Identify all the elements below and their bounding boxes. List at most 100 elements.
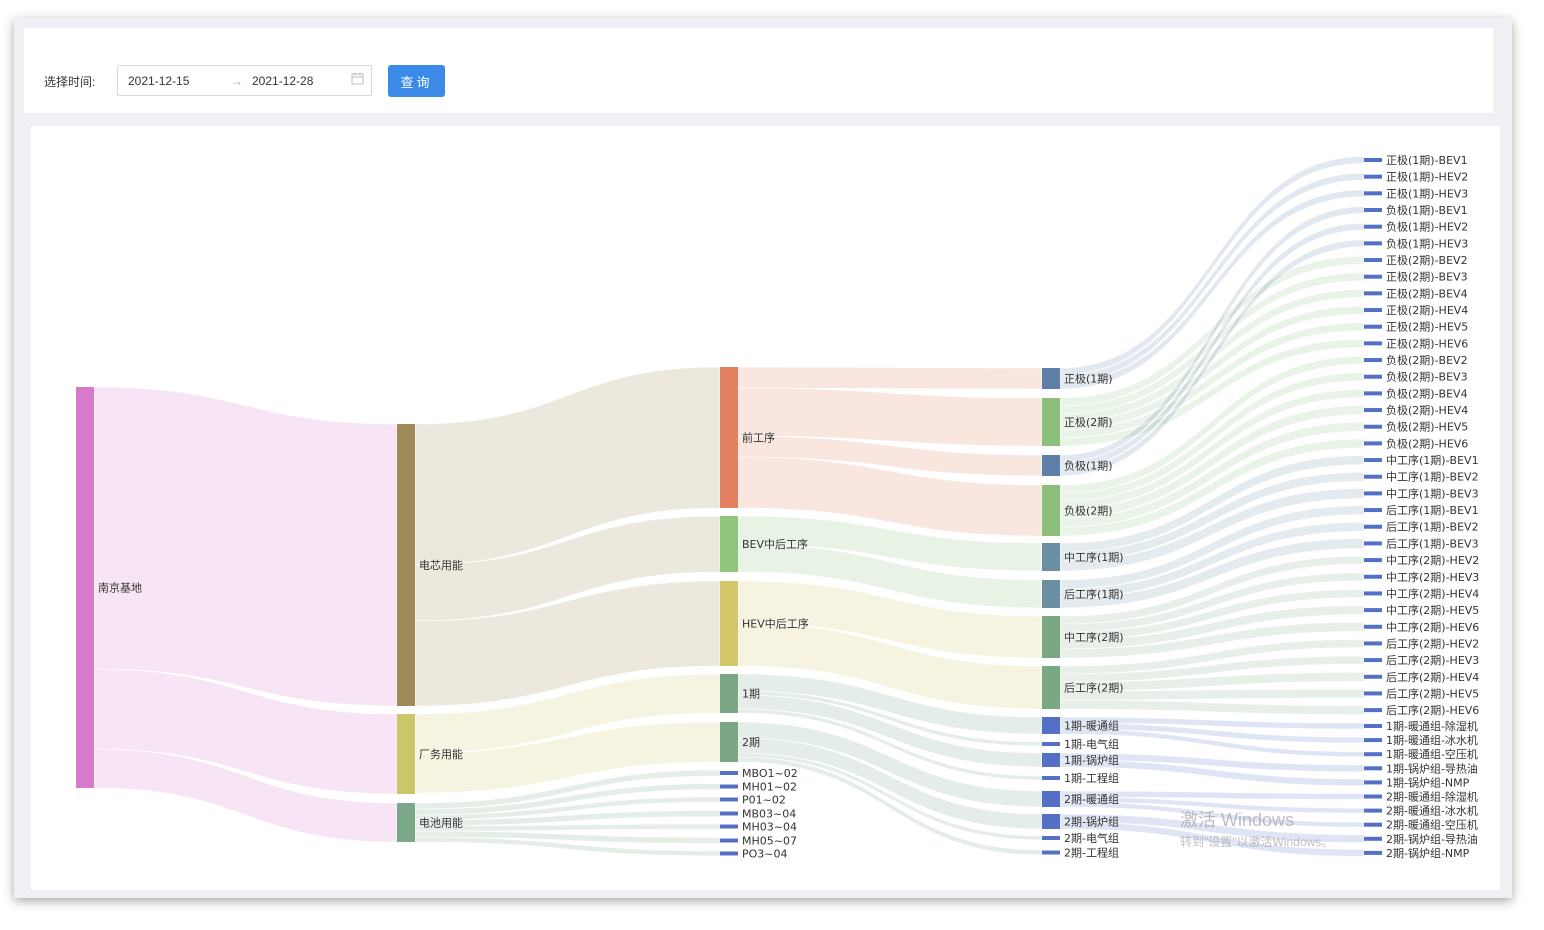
- sankey-node[interactable]: [1364, 258, 1382, 263]
- sankey-node[interactable]: [1042, 850, 1060, 855]
- sankey-node[interactable]: [1364, 658, 1382, 663]
- sankey-link[interactable]: [1059, 728, 1365, 758]
- sankey-node[interactable]: [1364, 752, 1382, 757]
- sankey-node[interactable]: [1042, 398, 1060, 446]
- sankey-link[interactable]: [1059, 801, 1365, 828]
- sankey-link[interactable]: [1059, 206, 1365, 463]
- sankey-link[interactable]: [1059, 222, 1365, 470]
- sankey-link[interactable]: [1059, 289, 1365, 423]
- sankey-node[interactable]: [1364, 374, 1382, 379]
- sankey-node[interactable]: [720, 838, 738, 843]
- sankey-node[interactable]: [1364, 836, 1382, 841]
- sankey-link[interactable]: [1059, 752, 1365, 773]
- sankey-link[interactable]: [1059, 505, 1365, 590]
- start-date-input[interactable]: 2021-12-15: [128, 74, 190, 88]
- sankey-link[interactable]: [414, 836, 721, 857]
- sankey-node[interactable]: [1364, 341, 1382, 346]
- sankey-node[interactable]: [397, 714, 415, 794]
- sankey-link[interactable]: [1059, 405, 1365, 519]
- sankey-node[interactable]: [720, 797, 738, 802]
- sankey-link[interactable]: [1059, 521, 1365, 599]
- sankey-link[interactable]: [1059, 759, 1365, 787]
- sankey-node[interactable]: [1364, 808, 1382, 813]
- query-button[interactable]: 查询: [388, 65, 445, 97]
- sankey-node[interactable]: [1364, 241, 1382, 246]
- sankey-link[interactable]: [1059, 455, 1365, 553]
- sankey-link[interactable]: [414, 769, 721, 810]
- sankey-node[interactable]: [397, 424, 415, 706]
- sankey-link[interactable]: [1059, 189, 1365, 390]
- sankey-link[interactable]: [1059, 372, 1365, 502]
- sankey-node[interactable]: [1364, 691, 1382, 696]
- sankey-link[interactable]: [1059, 796, 1365, 814]
- sankey-node[interactable]: [1364, 308, 1382, 313]
- sankey-node[interactable]: [76, 387, 94, 788]
- sankey-node[interactable]: [1364, 558, 1382, 563]
- sankey-link[interactable]: [1059, 239, 1365, 477]
- sankey-node[interactable]: [1364, 794, 1382, 799]
- sankey-node[interactable]: [397, 803, 415, 842]
- sankey-node[interactable]: [1042, 753, 1060, 767]
- sankey-node[interactable]: [1042, 580, 1060, 608]
- sankey-node[interactable]: [720, 581, 738, 666]
- sankey-node[interactable]: [1364, 641, 1382, 646]
- sankey-link[interactable]: [1059, 305, 1365, 431]
- sankey-link[interactable]: [414, 810, 721, 827]
- sankey-link[interactable]: [1059, 621, 1365, 659]
- sankey-node[interactable]: [1364, 408, 1382, 413]
- sankey-node[interactable]: [1364, 208, 1382, 213]
- sankey-link[interactable]: [737, 756, 1043, 856]
- sankey-link[interactable]: [1059, 813, 1365, 844]
- sankey-link[interactable]: [1059, 172, 1365, 383]
- sankey-node[interactable]: [1364, 491, 1382, 496]
- sankey-link[interactable]: [1059, 156, 1365, 376]
- sankey-link[interactable]: [1059, 699, 1365, 715]
- sankey-link[interactable]: [414, 796, 721, 821]
- sankey-node[interactable]: [1364, 424, 1382, 429]
- sankey-node[interactable]: [1042, 791, 1060, 807]
- sankey-node[interactable]: [1364, 358, 1382, 363]
- sankey-link[interactable]: [1059, 821, 1365, 857]
- sankey-node[interactable]: [1364, 780, 1382, 785]
- date-range-picker[interactable]: 2021-12-15 → 2021-12-28: [117, 65, 372, 96]
- sankey-node[interactable]: [1364, 458, 1382, 463]
- sankey-node[interactable]: [1042, 368, 1060, 389]
- sankey-node[interactable]: [1364, 191, 1382, 196]
- sankey-link[interactable]: [1059, 538, 1365, 609]
- sankey-node[interactable]: [1364, 591, 1382, 596]
- sankey-node[interactable]: [1364, 608, 1382, 613]
- sankey-node[interactable]: [1364, 291, 1382, 296]
- sankey-node[interactable]: [1364, 708, 1382, 713]
- sankey-node[interactable]: [1364, 738, 1382, 743]
- sankey-node[interactable]: [1042, 776, 1060, 780]
- sankey-link[interactable]: [1059, 322, 1365, 439]
- sankey-node[interactable]: [720, 674, 738, 713]
- sankey-node[interactable]: [1364, 508, 1382, 513]
- sankey-node[interactable]: [720, 771, 738, 775]
- sankey-link[interactable]: [414, 830, 721, 844]
- calendar-icon[interactable]: [351, 72, 364, 88]
- sankey-link[interactable]: [1059, 655, 1365, 683]
- sankey-link[interactable]: [1059, 421, 1365, 528]
- sankey-link[interactable]: [1059, 688, 1365, 701]
- sankey-link[interactable]: [1059, 389, 1365, 510]
- sankey-node[interactable]: [720, 722, 738, 762]
- sankey-node[interactable]: [720, 784, 738, 789]
- sankey-link[interactable]: [414, 783, 721, 816]
- sankey-link[interactable]: [1059, 488, 1365, 572]
- sankey-node[interactable]: [1364, 541, 1382, 546]
- sankey-node[interactable]: [1042, 543, 1060, 571]
- sankey-node[interactable]: [720, 811, 738, 816]
- sankey-link[interactable]: [414, 823, 721, 832]
- sankey-link[interactable]: [1059, 339, 1365, 447]
- sankey-node[interactable]: [1042, 666, 1060, 709]
- sankey-link[interactable]: [1059, 671, 1365, 692]
- sankey-node[interactable]: [1364, 324, 1382, 329]
- sankey-link[interactable]: [1059, 272, 1365, 415]
- sankey-node[interactable]: [1042, 455, 1060, 476]
- sankey-link[interactable]: [1059, 355, 1365, 494]
- sankey-node[interactable]: [1364, 274, 1382, 279]
- sankey-node[interactable]: [1364, 474, 1382, 479]
- sankey-node[interactable]: [1364, 441, 1382, 446]
- sankey-link[interactable]: [1059, 471, 1365, 562]
